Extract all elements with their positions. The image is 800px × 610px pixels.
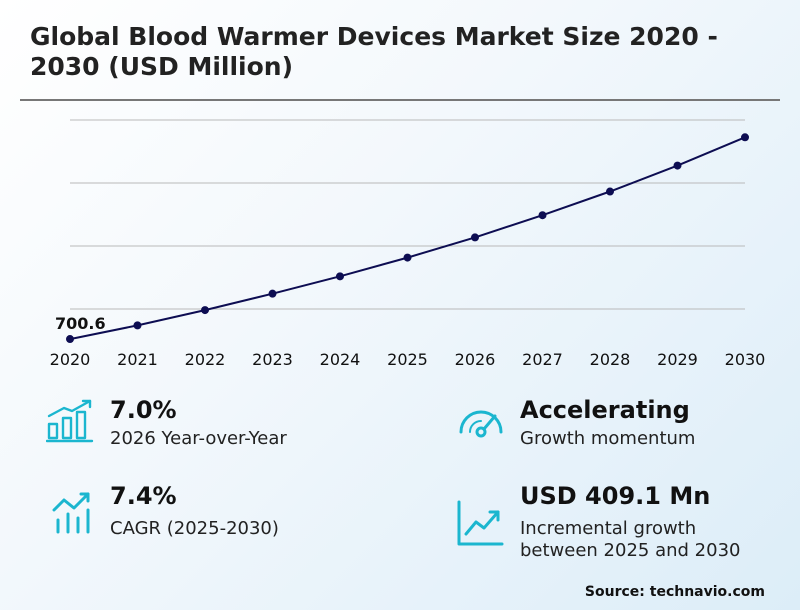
x-tick-label-2021: 2021 [117, 350, 158, 369]
x-tick-label-2024: 2024 [320, 350, 361, 369]
x-tick-label-2023: 2023 [252, 350, 293, 369]
grid-lines [70, 119, 745, 310]
data-point-2025 [403, 253, 412, 262]
x-tick-label-2027: 2027 [522, 350, 563, 369]
stat-incremental-value: USD 409.1 Mn [520, 482, 711, 510]
x-tick-label-2025: 2025 [387, 350, 428, 369]
stat-cagr-value: 7.4% [110, 482, 177, 510]
stat-incremental-label-1: Incremental growth [520, 518, 697, 539]
stat-incremental-label-2: between 2025 and 2030 [520, 540, 741, 561]
data-point-2027 [538, 211, 547, 220]
data-point-2024 [336, 272, 344, 281]
chart-title: Global Blood Warmer Devices Market Size … [30, 22, 718, 81]
stat-yoy: 7.0% 2026 Year-over-Year [110, 396, 287, 450]
line-chart: 2020 2021 2022 2023 2024 2025 2026 2027 2028 2029… [50, 119, 766, 369]
stat-momentum: Accelerating Growth momentum [520, 396, 695, 450]
title-divider [20, 99, 780, 101]
data-points [66, 133, 749, 344]
x-tick-label-2029: 2029 [657, 350, 698, 369]
stat-momentum-label: Growth momentum [520, 428, 696, 449]
data-point-2021 [133, 321, 142, 330]
x-tick-label-2030: 2030 [725, 350, 766, 369]
bar-growth-icon [45, 398, 94, 448]
x-tick-label-2028: 2028 [590, 350, 631, 369]
data-point-2029 [673, 161, 682, 170]
data-label-first-point: 700.6 [55, 314, 106, 333]
data-point-2020 [66, 335, 74, 344]
x-tick-label-2026: 2026 [455, 350, 496, 369]
data-point-2026 [471, 233, 479, 242]
stat-yoy-value: 7.0% [110, 396, 177, 424]
trend-bars-icon [52, 490, 98, 540]
data-point-2022 [201, 306, 209, 315]
stat-momentum-value: Accelerating [520, 396, 690, 424]
stat-yoy-label: 2026 Year-over-Year [110, 428, 287, 449]
stat-cagr-label: CAGR (2025-2030) [110, 518, 279, 539]
line-growth-icon [456, 500, 504, 552]
stat-cagr: 7.4% CAGR (2025-2030) [110, 482, 279, 540]
data-labels: 700.6 [55, 314, 106, 333]
x-tick-label-2022: 2022 [185, 350, 226, 369]
x-axis-ticks: 2020 2021 2022 2023 2024 2025 2026 2027 2028 2029… [50, 350, 766, 369]
data-point-2028 [606, 187, 614, 196]
data-point-2030 [741, 133, 749, 142]
stat-incremental: USD 409.1 Mn Incremental growth between … [520, 482, 740, 562]
source-credit: Source: technavio.com [584, 584, 765, 600]
x-tick-label-2020: 2020 [50, 350, 91, 369]
data-point-2023 [268, 289, 277, 298]
speedometer-icon [456, 402, 506, 446]
